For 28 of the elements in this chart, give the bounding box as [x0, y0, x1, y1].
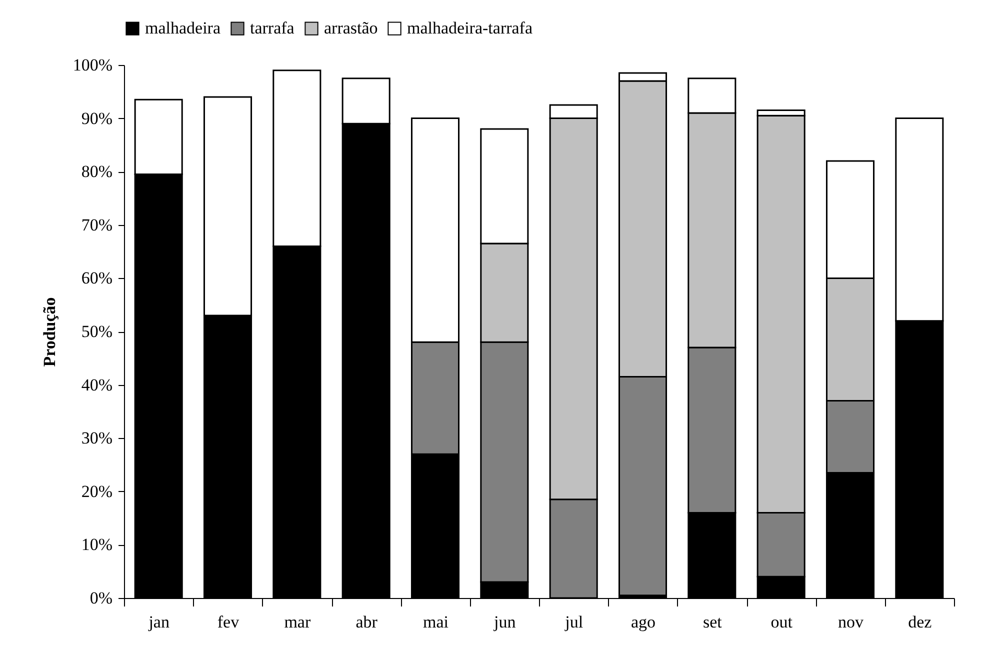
legend-label: malhadeira: [145, 18, 221, 38]
legend-label: malhadeira-tarrafa: [407, 18, 533, 38]
y-tick-label: 100%: [72, 56, 112, 74]
legend-label: arrastão: [324, 18, 378, 38]
y-tick-label: 50%: [81, 322, 112, 341]
y-tick-label: 10%: [81, 535, 112, 554]
y-axis-title: Produção: [40, 297, 59, 367]
legend-label: tarrafa: [250, 18, 295, 38]
y-tick-label: 90%: [81, 108, 112, 128]
y-tick-label: 80%: [81, 162, 112, 182]
y-tick-label: 30%: [81, 428, 112, 448]
y-tick-label: 0%: [90, 588, 112, 608]
x-tick-label: jun: [493, 612, 516, 632]
x-tick-label: out: [770, 612, 793, 632]
y-tick-label: 60%: [81, 268, 112, 288]
x-tick-label: jan: [148, 612, 170, 632]
x-tick-label: dez: [908, 612, 932, 632]
y-tick-label: 40%: [81, 375, 112, 394]
x-tick-label: jul: [564, 612, 584, 632]
x-tick-label: ago: [630, 612, 656, 632]
x-tick-label: abr: [356, 612, 378, 632]
y-tick-label: 20%: [81, 482, 112, 501]
x-tick-label: fev: [217, 612, 240, 632]
x-tick-label: set: [702, 612, 722, 632]
x-tick-label: nov: [838, 612, 864, 632]
y-tick-label: 70%: [81, 215, 112, 234]
x-tick-label: mai: [423, 612, 449, 632]
x-tick-label: mar: [284, 612, 311, 632]
